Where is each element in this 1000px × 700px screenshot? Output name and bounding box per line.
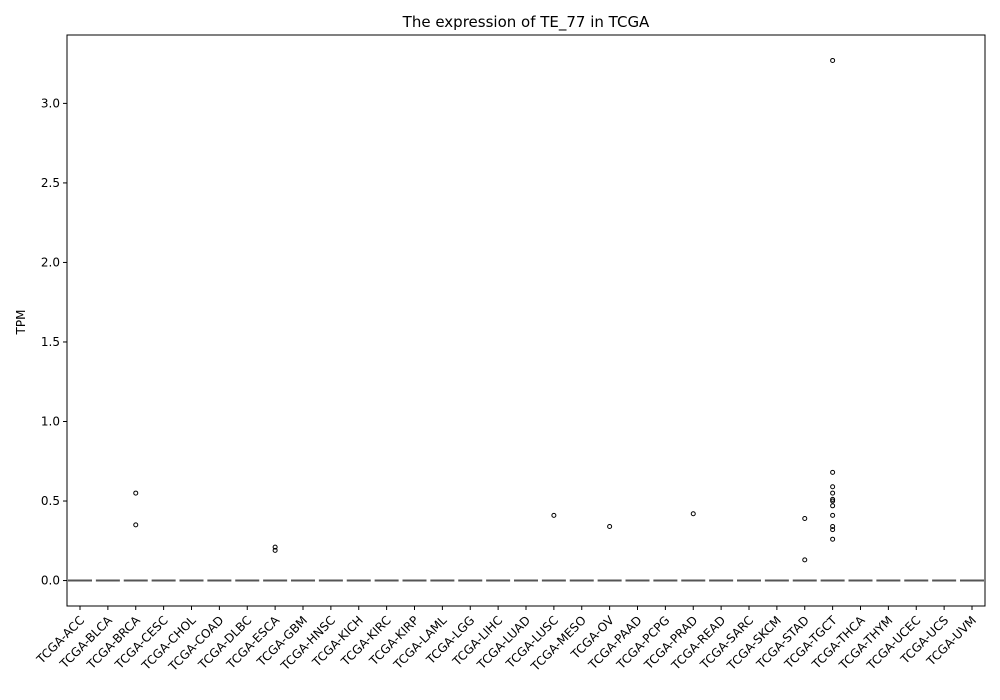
- outlier-point: [802, 557, 808, 563]
- outlier-point: [830, 512, 836, 518]
- outlier-point: [607, 523, 613, 529]
- chart-title: The expression of TE_77 in TCGA: [402, 13, 650, 32]
- outlier-point: [830, 57, 836, 63]
- y-tick-label: 0.0: [41, 574, 60, 588]
- outlier-point: [830, 527, 836, 533]
- outlier-point: [830, 536, 836, 542]
- outlier-point: [272, 547, 278, 553]
- y-tick-label: 2.0: [41, 255, 60, 269]
- outlier-point: [830, 484, 836, 490]
- plot-frame: [66, 34, 986, 607]
- outlier-point: [133, 522, 139, 528]
- outlier-point: [830, 498, 836, 504]
- outlier-point: [272, 544, 278, 550]
- outlier-point: [551, 512, 557, 518]
- outlier-point: [830, 523, 836, 529]
- outlier-point: [830, 490, 836, 496]
- outlier-point: [133, 490, 139, 496]
- outlier-point: [830, 503, 836, 509]
- y-tick-label: 3.0: [41, 96, 60, 110]
- outlier-point: [802, 516, 808, 522]
- y-tick-label: 1.0: [41, 414, 60, 428]
- plot-area: 0.00.51.01.52.02.53.0TCGA-ACCTCGA-BLCATC…: [33, 57, 984, 674]
- outlier-point: [690, 511, 696, 517]
- y-axis-label: TPM: [14, 310, 28, 336]
- y-tick-label: 0.5: [41, 494, 60, 508]
- y-tick-label: 2.5: [41, 176, 60, 190]
- y-tick-label: 1.5: [41, 335, 60, 349]
- outlier-point: [830, 496, 836, 502]
- outlier-point: [830, 469, 836, 475]
